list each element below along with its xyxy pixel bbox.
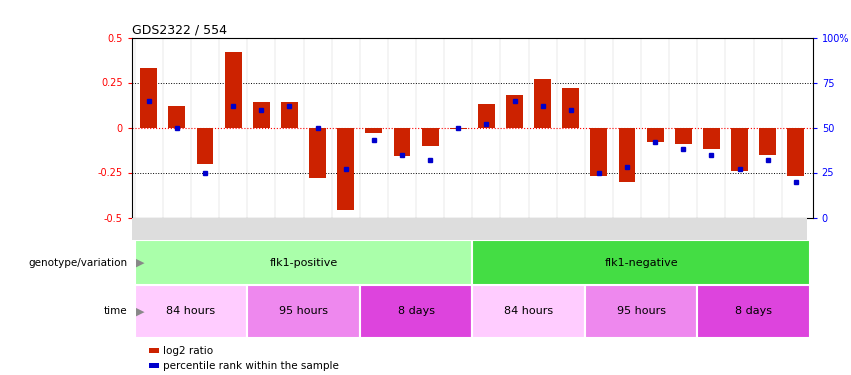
Text: log2 ratio: log2 ratio bbox=[163, 346, 214, 355]
Text: 8 days: 8 days bbox=[735, 306, 772, 316]
Bar bbox=[337, 128, 354, 210]
Bar bbox=[365, 128, 382, 133]
Bar bbox=[248, 285, 360, 338]
Text: 8 days: 8 days bbox=[397, 306, 435, 316]
Text: GDS2322 / 554: GDS2322 / 554 bbox=[132, 23, 227, 36]
Bar bbox=[591, 128, 608, 176]
Text: genotype/variation: genotype/variation bbox=[29, 258, 128, 267]
Bar bbox=[281, 102, 298, 128]
Bar bbox=[731, 128, 748, 171]
Bar bbox=[563, 88, 580, 128]
Text: ▶: ▶ bbox=[136, 258, 145, 267]
Text: flk1-positive: flk1-positive bbox=[270, 258, 338, 267]
Text: 95 hours: 95 hours bbox=[617, 306, 665, 316]
Text: time: time bbox=[104, 306, 128, 316]
Bar bbox=[140, 68, 157, 128]
Bar bbox=[134, 240, 472, 285]
Bar bbox=[787, 128, 804, 176]
Bar bbox=[619, 128, 636, 182]
Bar bbox=[360, 285, 472, 338]
Bar bbox=[421, 128, 438, 146]
Bar bbox=[506, 95, 523, 128]
Bar bbox=[197, 128, 214, 164]
Text: 84 hours: 84 hours bbox=[504, 306, 553, 316]
Bar bbox=[703, 128, 720, 149]
Bar bbox=[472, 285, 585, 338]
Bar bbox=[168, 106, 186, 128]
Bar bbox=[134, 285, 248, 338]
Text: 95 hours: 95 hours bbox=[279, 306, 328, 316]
Text: ▶: ▶ bbox=[136, 306, 145, 316]
Bar bbox=[309, 128, 326, 178]
Bar bbox=[585, 285, 697, 338]
Bar bbox=[225, 52, 242, 128]
Text: flk1-negative: flk1-negative bbox=[604, 258, 678, 267]
Bar bbox=[253, 102, 270, 128]
Text: percentile rank within the sample: percentile rank within the sample bbox=[163, 361, 340, 370]
Text: 84 hours: 84 hours bbox=[167, 306, 215, 316]
Bar bbox=[393, 128, 410, 156]
Bar bbox=[534, 79, 551, 128]
Bar bbox=[759, 128, 776, 154]
Bar bbox=[472, 240, 810, 285]
Bar bbox=[697, 285, 810, 338]
Bar bbox=[450, 128, 466, 129]
Bar bbox=[647, 128, 664, 142]
Bar bbox=[478, 104, 494, 128]
Bar bbox=[675, 128, 692, 144]
